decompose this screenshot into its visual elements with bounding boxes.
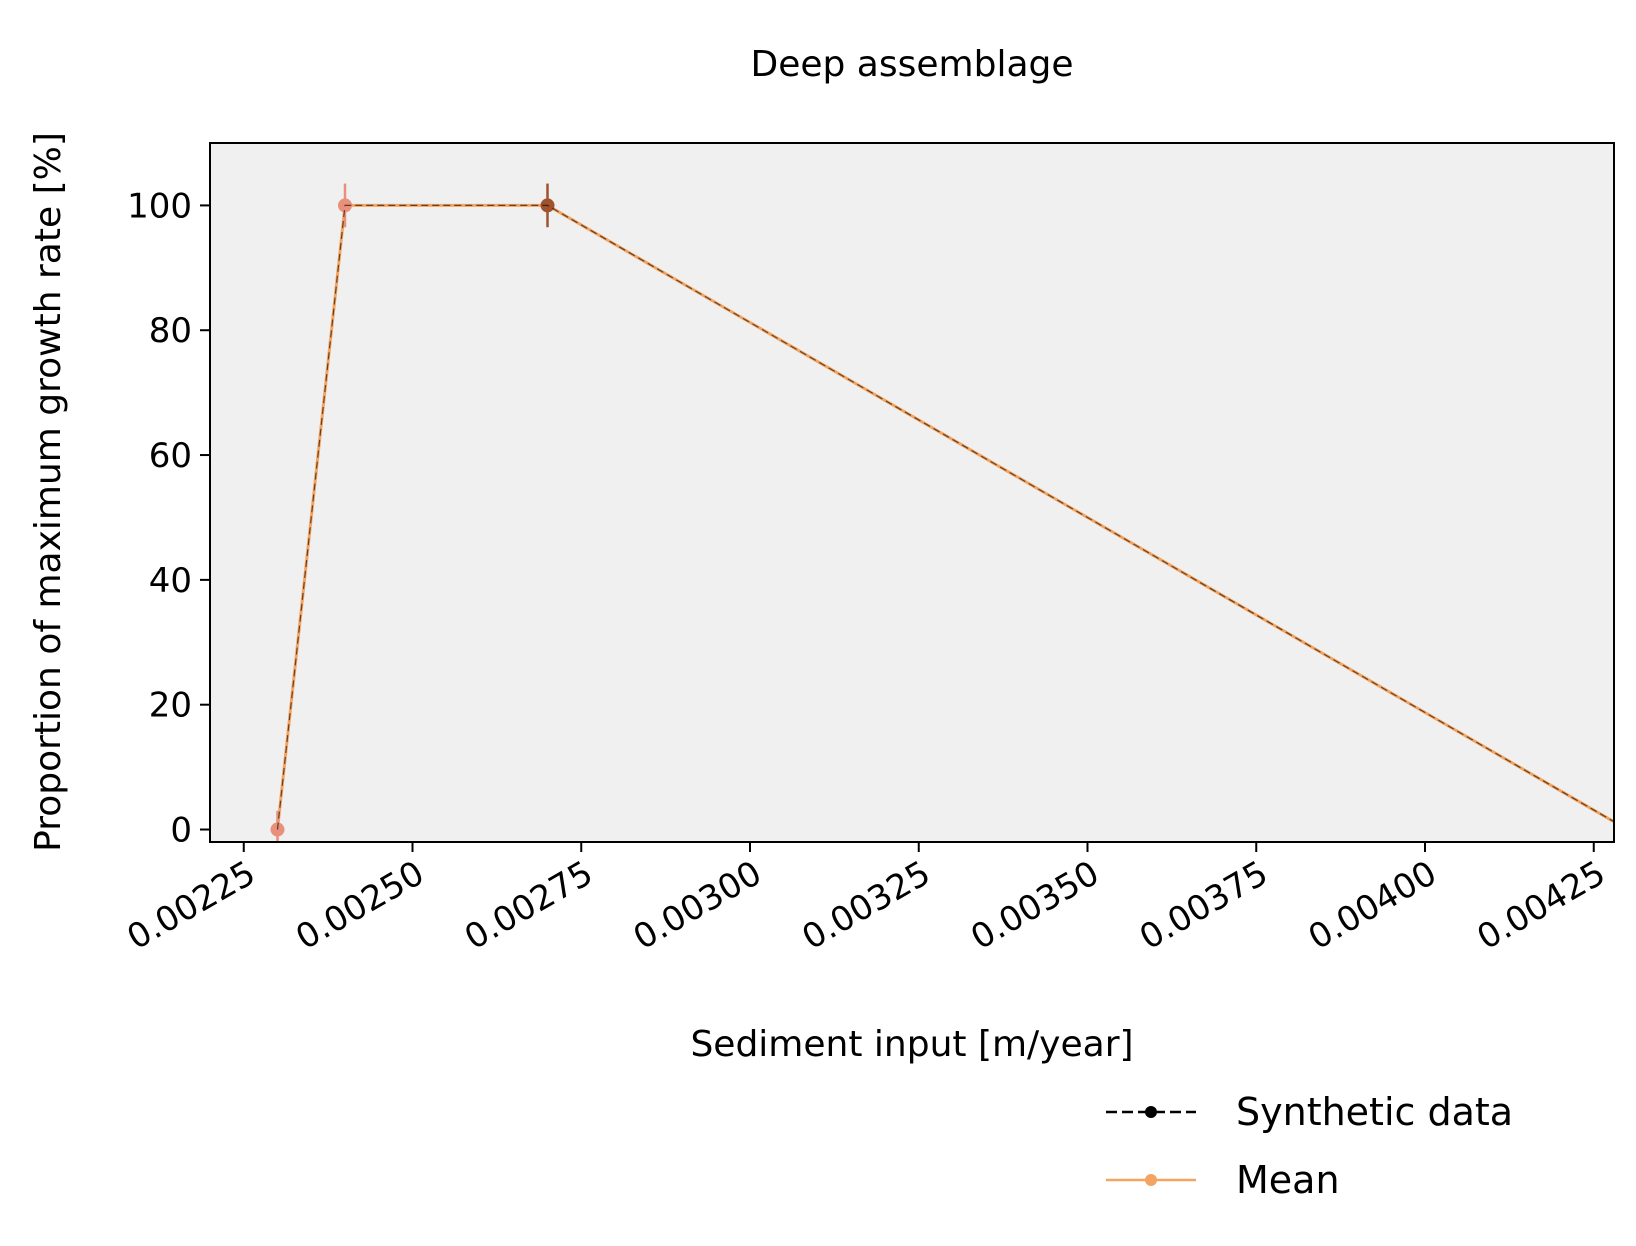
x-axis-label: Sediment input [m/year] <box>690 1024 1133 1065</box>
y-tick-label: 20 <box>149 686 192 726</box>
y-axis: 0 20 40 60 80 100 <box>127 186 210 851</box>
series-synthetic-line <box>276 204 1614 830</box>
legend-mean-label: Mean <box>1236 1158 1340 1202</box>
y-tick-label: 100 <box>127 186 192 226</box>
legend-mean-marker <box>1145 1174 1157 1186</box>
plot-frame <box>209 142 1615 843</box>
series-clip-group <box>270 183 1614 842</box>
chart-title: Deep assemblage <box>750 44 1073 85</box>
legend-synthetic-label: Synthetic data <box>1236 1090 1513 1134</box>
plot-area <box>210 143 1614 842</box>
legend-synthetic-marker <box>1145 1106 1157 1118</box>
legend: Synthetic data Mean <box>1106 1090 1513 1202</box>
y-tick-label: 40 <box>149 561 192 601</box>
series-layer <box>270 183 1614 842</box>
y-tick-label: 80 <box>149 311 192 351</box>
y-tick-label: 0 <box>170 811 192 851</box>
y-axis-label: Proportion of maximum growth rate [%] <box>28 132 69 852</box>
y-tick-label: 60 <box>149 436 192 476</box>
